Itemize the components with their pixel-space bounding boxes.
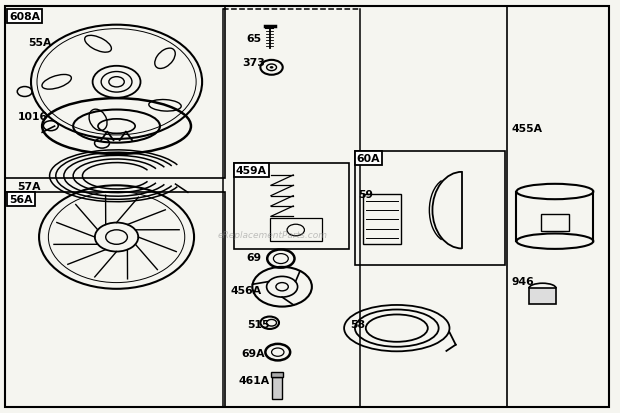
Bar — [5, 7, 225, 178]
Text: 373: 373 — [242, 58, 265, 68]
Bar — [272, 377, 282, 399]
Text: 515: 515 — [247, 319, 269, 329]
Bar — [270, 219, 322, 242]
Bar — [234, 163, 349, 250]
Text: 461A: 461A — [239, 375, 270, 385]
Text: 455A: 455A — [512, 124, 542, 134]
Bar — [271, 373, 283, 377]
Bar — [529, 289, 556, 304]
Text: 56A: 56A — [9, 195, 33, 205]
Bar — [363, 195, 401, 244]
Text: 55A: 55A — [28, 38, 51, 48]
Text: eReplacementParts.com: eReplacementParts.com — [218, 231, 328, 240]
Text: 456A: 456A — [231, 285, 262, 295]
Text: 608A: 608A — [9, 12, 40, 21]
Text: 59: 59 — [358, 189, 373, 199]
Text: 459A: 459A — [236, 165, 267, 175]
Bar — [541, 215, 569, 231]
Text: 69A: 69A — [242, 348, 265, 358]
Text: 65: 65 — [247, 34, 262, 44]
Bar — [355, 152, 505, 265]
Text: 1016: 1016 — [17, 112, 48, 121]
Text: 69: 69 — [247, 252, 262, 262]
Text: 57A: 57A — [17, 182, 41, 192]
Text: 58: 58 — [350, 319, 365, 329]
Bar — [5, 192, 225, 407]
Text: 946: 946 — [512, 276, 534, 286]
Circle shape — [270, 67, 273, 69]
Text: 60A: 60A — [356, 154, 380, 164]
